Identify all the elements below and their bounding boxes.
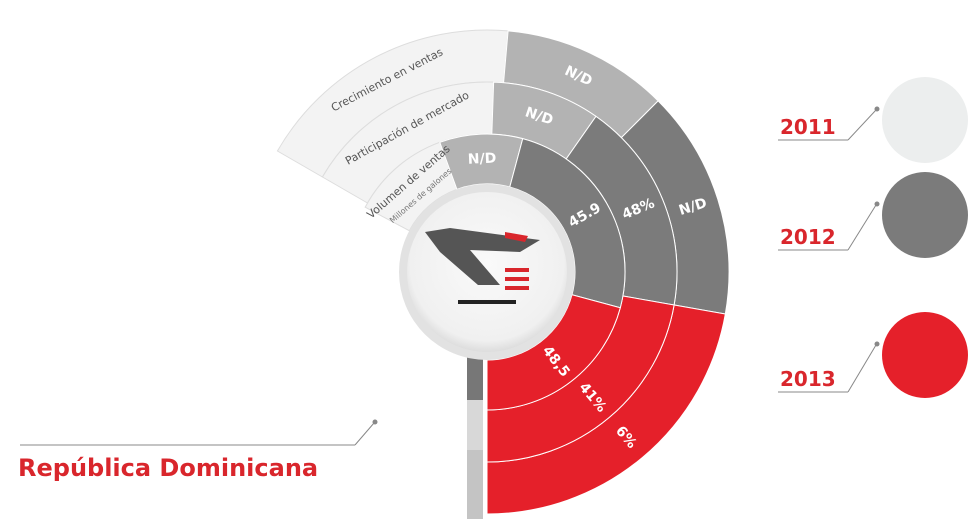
legend-2013 bbox=[882, 312, 968, 398]
legend-2011 bbox=[882, 77, 968, 163]
legend-2012 bbox=[882, 172, 968, 258]
country-line bbox=[354, 422, 375, 446]
year-label: 2011 bbox=[780, 115, 836, 139]
country: República Dominicana bbox=[18, 454, 318, 482]
year-dot bbox=[874, 106, 880, 112]
dot bbox=[372, 419, 378, 425]
year-dot bbox=[874, 201, 880, 207]
year-labels: 2011 2012 2013 bbox=[778, 106, 880, 393]
year-connector bbox=[847, 344, 877, 393]
strip-light bbox=[467, 450, 483, 519]
plane-icon bbox=[425, 228, 540, 304]
strip-dark bbox=[467, 355, 483, 400]
year-label: 2013 bbox=[780, 367, 836, 391]
year-label: 2012 bbox=[780, 225, 836, 249]
year-dot bbox=[874, 341, 880, 347]
year-connector bbox=[847, 204, 877, 251]
ring-value: N/D bbox=[468, 150, 497, 167]
year-connector bbox=[847, 109, 877, 141]
